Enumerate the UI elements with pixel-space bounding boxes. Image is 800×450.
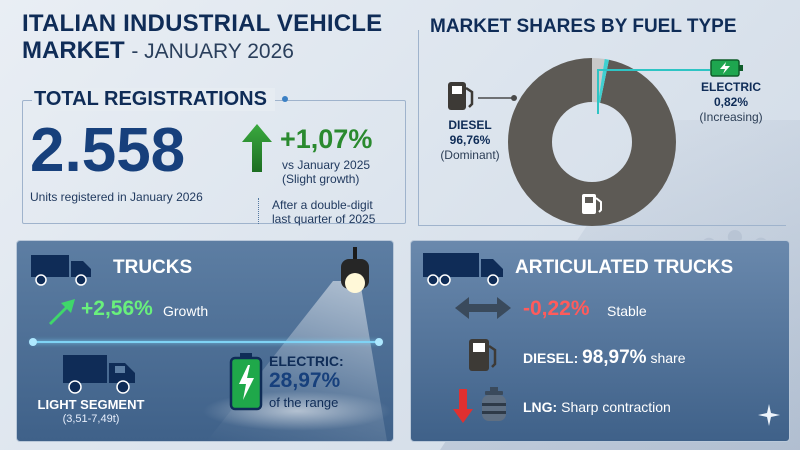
articulated-change-value: -0,22% — [523, 297, 590, 320]
articulated-lng: LNG: Sharp contraction — [523, 399, 671, 415]
fuel-share-donut — [508, 58, 676, 226]
light-electric-label: ELECTRIC: — [269, 353, 344, 369]
total-registrations-value: 2.558 — [30, 116, 186, 185]
donut-slice-other — [508, 58, 676, 226]
double-arrow-icon — [455, 297, 511, 319]
articulated-change-label: Stable — [607, 303, 647, 319]
articulated-diesel: DIESEL: 98,97% share — [523, 347, 686, 369]
articulated-heading: ARTICULATED TRUCKS — [515, 257, 734, 278]
light-electric-caption: of the range — [269, 395, 339, 410]
spotlight-icon — [341, 247, 369, 293]
articulated-trucks-panel: ARTICULATED TRUCKS -0,22% Stable DIESEL:… — [410, 240, 790, 442]
fuel-type-heading: MARKET SHARES BY FUEL TYPE — [430, 16, 737, 37]
fuel-pump-icon — [448, 82, 474, 110]
trucks-panel: TRUCKS +2,56% Growth LIGHT SEGMENT (3,51… — [16, 240, 394, 442]
trend-up-arrow-icon — [49, 299, 75, 325]
articulated-lng-label: LNG: — [523, 399, 558, 415]
growth-note-text: (Slight growth) — [282, 172, 360, 186]
divider-dot — [375, 338, 383, 346]
note-line1: After a double-digit — [272, 198, 373, 212]
note-line2: last quarter of 2025 — [272, 212, 376, 226]
diesel-leader-line — [478, 95, 517, 101]
fuel-pump-icon — [469, 339, 497, 371]
growth-vs-text: vs January 2025 — [282, 158, 371, 172]
note-divider — [258, 198, 259, 224]
trucks-growth-value: +2,56% — [81, 297, 153, 320]
sparkle-icon — [758, 404, 780, 426]
trucks-heading: TRUCKS — [113, 257, 193, 278]
diesel-share-label: DIESEL 96,76% (Dominant) — [430, 118, 510, 163]
frame-dot — [282, 96, 288, 102]
gas-cylinder-icon — [482, 387, 506, 421]
light-electric-value: 28,97% — [269, 369, 341, 392]
electric-value: 0,82% — [713, 95, 749, 109]
total-registrations-note: After a double-digit last quarter of 202… — [272, 198, 375, 226]
battery-icon — [229, 353, 263, 411]
electric-note: (Increasing) — [699, 110, 763, 124]
total-registrations-section: TOTAL REGISTRATIONS 2.558 Units register… — [22, 86, 406, 226]
truck-icon — [31, 255, 91, 286]
articulated-diesel-suffix: share — [650, 350, 686, 366]
title-market: MARKET — [22, 37, 125, 64]
total-growth-caption: vs January 2025 (Slight growth) — [282, 158, 370, 186]
arrow-down-icon — [453, 389, 473, 423]
diesel-label: DIESEL — [448, 118, 492, 132]
articulated-diesel-label: DIESEL: — [523, 350, 579, 366]
arrow-up-icon — [242, 124, 272, 172]
donut-fuel-pump-icon — [582, 194, 602, 214]
trucks-growth-label: Growth — [163, 303, 209, 319]
light-truck-icon — [63, 355, 135, 394]
articulated-truck-icon — [423, 253, 503, 286]
light-segment-label: LIGHT SEGMENT — [37, 397, 145, 412]
articulated-diesel-value: 98,97% — [582, 347, 647, 368]
page-title: ITALIAN INDUSTRIAL VEHICLE MARKET - JANU… — [22, 10, 412, 65]
electric-label: ELECTRIC — [701, 80, 761, 94]
electric-leader-line — [597, 69, 710, 114]
articulated-lng-text: Sharp contraction — [561, 399, 671, 415]
trucks-divider — [31, 341, 381, 343]
diesel-value: 96,76% — [449, 133, 491, 147]
total-registrations-heading: TOTAL REGISTRATIONS — [32, 88, 275, 111]
battery-icon — [710, 59, 743, 77]
total-registrations-units: Units registered in January 2026 — [30, 190, 203, 204]
electric-share-label: ELECTRIC 0,82% (Increasing) — [686, 80, 776, 125]
diesel-note: (Dominant) — [440, 148, 500, 162]
title-line1: ITALIAN INDUSTRIAL VEHICLE — [22, 10, 383, 37]
divider-dot — [29, 338, 37, 346]
total-growth-percent: +1,07% — [280, 124, 373, 154]
title-line2: MARKET - JANUARY 2026 — [22, 37, 412, 65]
fuel-type-frame — [418, 30, 786, 226]
light-segment-range: (3,51-7,49t) — [62, 413, 120, 425]
title-date: - JANUARY 2026 — [131, 40, 294, 63]
